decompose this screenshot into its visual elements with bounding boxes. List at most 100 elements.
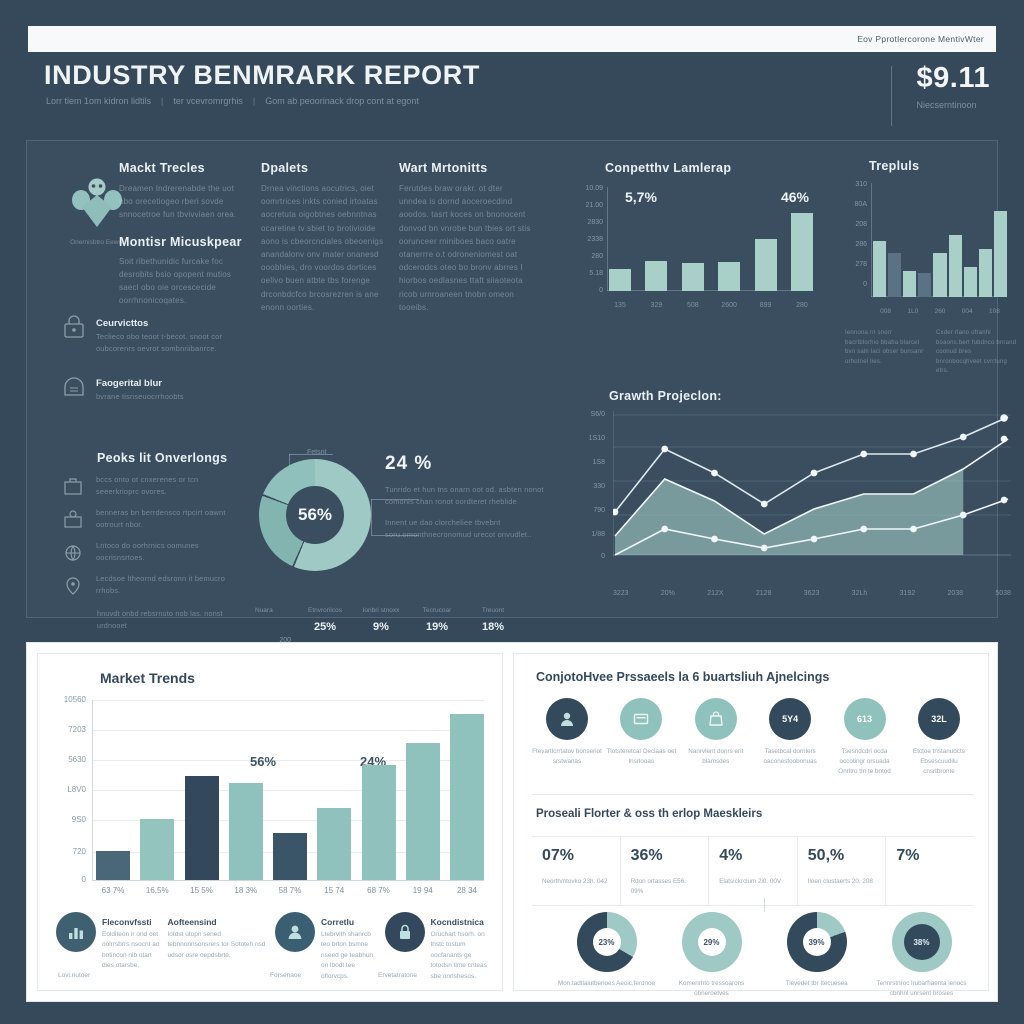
feature-card[interactable]: Kocndistnica Oruchart hsorh. on tnstc to… [384,912,489,982]
minibar-header-row: Etnvrorilcos Ionbri stnoxx Tecrucoar Tre… [297,607,521,614]
badge[interactable]: 32L Etctoe tnstanuocts Ebsescuudilu cnsr… [904,698,974,777]
mini-donut[interactable]: 38% Tennrstnroc lrubarhaenta lenocs cbnh… [764,898,972,999]
competitive-x-labels: 135 329 508 2600 899 280 [609,302,813,309]
audience-group-icon-block: Onernisbtro Eewot [63,177,131,248]
stat-cell[interactable]: 4% Elatsickrclum 2i0. 00V [709,837,798,905]
briefcase-icon [61,474,87,500]
header-kpi: $9.11 Niecserntinoon [890,62,990,126]
stat-sub: Elatsickrclum 2i0. 00V [719,878,782,885]
bar[interactable] [96,851,130,880]
gridline: 9S0 [72,815,484,824]
trends-x-labels: 008 1L0 260 004 108 [873,308,1007,315]
y-axis [92,700,93,880]
metric-badge: 5Y4 [769,698,812,740]
stat-cell[interactable]: 07% Neorth/ntovko 23h. 042 [532,837,621,905]
mini-donut[interactable]: 29% Komenrhto tressoarons obneroetves [662,898,765,999]
bar[interactable] [963,267,977,297]
list-item[interactable]: Lntoco do oorhrnics oomunes oocrisnsrtoe… [61,540,243,566]
bar[interactable] [273,833,307,880]
list-item[interactable]: Lecdsoe ltheornd edsronn it bemucro rrho… [61,573,243,599]
stat-cell[interactable]: 36% Rdon ortasses E56. 09% [621,837,710,905]
peaks-list-footer: hnuvdt onbd rebsrnuto nob las. nonst urd… [97,609,223,630]
bar[interactable] [140,819,175,880]
peaks-list-title: Peoks lit Onverlongs [97,451,228,465]
minibar-percent: 18% [481,621,505,633]
bar[interactable] [918,273,932,297]
column-a-body-2: Soit ribethunidic furcake foc desrobits … [119,256,232,306]
growth-x-labels: 3223 20% 212X 2128 3623 32Lh 3192 2038 5… [613,590,1011,597]
bar[interactable] [405,743,440,880]
trends-ytick: 80A [854,201,867,208]
bar[interactable] [184,776,219,880]
bar[interactable] [718,262,741,291]
badge[interactable]: Tlotsteretcal Oeclaas oet lnsrlooas [606,698,676,777]
badge[interactable]: 613 Tsesndcdri ocda occotingr orsuada On… [830,698,900,777]
trends-note: Cxder rlano ofranhi boaons.bert fubdnco … [936,330,1017,375]
stats-section-title: Proseali Florter & oss th erlop Maesklei… [536,808,763,820]
badge[interactable]: Nanrvlent donrs erit blamsdes [681,698,751,777]
breadcrumb-item-1[interactable]: ter vcevromrgrhis [173,96,243,106]
feature-fingerprint[interactable]: Faogerital blur bvrane tisnseuocrrhoobts [61,373,239,403]
growth-projection-chart: Grawth Projeclon: S6/0 1S10 1S8 330 790 … [565,389,1015,599]
bar[interactable] [993,211,1007,297]
feature-security[interactable]: Ceurvicttos Teclieco obo teoot t-becot. … [61,313,239,355]
bar[interactable] [450,714,484,880]
trends-title: Trepluls [869,159,920,173]
bar[interactable] [645,261,668,291]
bar[interactable] [317,808,352,880]
donut-note-label: Fetsnt [307,449,327,456]
competitive-x-axis [607,290,813,291]
bar[interactable] [609,269,631,291]
feature-card[interactable]: Corretlu Ltebrvith shanrcb teo brton bsm… [275,912,379,982]
x-label: 2128 [755,590,772,597]
bar[interactable] [228,783,263,880]
feature-fingerprint-title: Faogerital blur [96,378,162,389]
badge[interactable]: Ftevartlcrrtatov bonseriot srstwanas [532,698,602,777]
growth-ytick: 1S10 [588,435,605,442]
list-item[interactable]: benneras bn berrdensco rtpcirt oawnt oot… [61,507,243,533]
bar[interactable] [903,271,917,297]
mini-donut[interactable]: 39% Tlevedet tbr Itecuesea [764,898,867,999]
ytick: 720 [72,847,86,856]
list-item[interactable]: bccs onto ot cnxerenes or tcn seeerkriop… [61,474,243,500]
stat-cell[interactable]: 50,% Iloen clustaerts 20. 208 [798,837,887,905]
bar[interactable] [933,253,947,297]
growth-ytick: 1S8 [592,459,605,466]
growth-plot [611,411,1011,557]
feature-card[interactable]: Aofteensind Iotdst utopn sened tebnnonns… [166,912,270,982]
bar[interactable] [361,765,396,880]
x-label: 260 [934,308,946,315]
wallet-icon [61,507,87,533]
badge-row: Ftevartlcrrtatov bonseriot srstwanas Tlo… [532,698,974,777]
competitive-ytick: 10.09 [585,185,603,192]
bar[interactable] [873,241,887,297]
bar[interactable] [681,263,704,291]
feature-card-caption: Forsenaoe [270,972,302,979]
mini-donut[interactable]: 23% Mon.tadtlaiutbenoes Aeoic.ferdnoe [557,898,765,999]
trends-note: Iennona rn snorr bacrtblorhio bbaba blar… [845,330,924,365]
bar-chart-icon [56,912,96,952]
metric-badge: 613 [843,698,886,740]
bar[interactable] [948,235,962,297]
breadcrumb-separator: | [252,96,256,106]
feature-card-title: Fleconvfssti [102,917,152,927]
column-c-heading: Wart Mrtonitts [399,161,488,175]
text-column-dpalets: Dpalets Drnea vinctions aocutrics, oiet … [261,161,391,314]
breadcrumb-item-2[interactable]: Gom ab peoorinack drop cont at egont [265,96,419,106]
x-label: 004 [961,308,973,315]
bar[interactable] [888,253,902,297]
donut-value: 23% [592,928,621,956]
donut-value: 29% [697,928,726,956]
bar[interactable] [790,213,813,291]
donut-ring: 38% [891,912,952,972]
bar[interactable] [978,249,992,297]
growth-svg [611,411,1011,557]
donut-chart: 56% [259,459,371,571]
badge[interactable]: 5Y4 Tasetbcal dornlers oaconestoobonuas [755,698,825,777]
breadcrumb-item-0[interactable]: Lorr tiem 1om kidron lidtils [46,96,152,106]
list-item-text: Lntoco do oorhrnics oomunes oocrisnsrtoe… [96,541,199,562]
bar[interactable] [754,239,777,291]
feature-card[interactable]: Fleconvfssti Eolditeon ir ond oet oolrrs… [56,912,160,982]
stat-cell[interactable]: 7% [886,837,974,905]
x-label: 2038 [947,590,964,597]
